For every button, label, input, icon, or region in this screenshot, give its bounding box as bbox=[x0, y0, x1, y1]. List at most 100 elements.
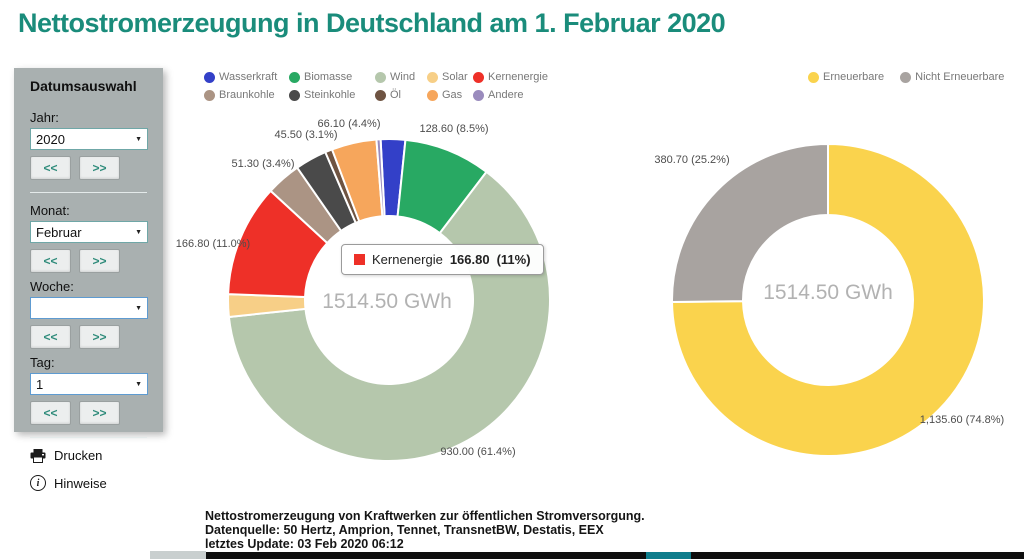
slice-label-kernenergie: 166.80 (11.0%) bbox=[175, 238, 251, 250]
slice-label-gas: 66.10 (4.4%) bbox=[317, 118, 381, 130]
footer-line-3: letztes Update: 03 Feb 2020 06:12 bbox=[205, 537, 404, 551]
month-prev-button[interactable]: << bbox=[30, 249, 71, 273]
legend-label: Wind bbox=[390, 71, 416, 83]
legend-item-steinkohle[interactable]: Steinkohle bbox=[289, 89, 375, 101]
hints-link[interactable]: i Hinweise bbox=[30, 475, 163, 491]
legend-label: Öl bbox=[390, 89, 401, 101]
chevron-down-icon: ▼ bbox=[135, 228, 142, 236]
footer-line-2: Datenquelle: 50 Hertz, Amprion, Tennet, … bbox=[205, 523, 604, 537]
legend-item-solar[interactable]: Solar bbox=[427, 71, 473, 83]
footer-line-1: Nettostromerzeugung von Kraftwerken zur … bbox=[205, 509, 645, 523]
slice-label-nicht-erneuerbare: 380.70 (25.2%) bbox=[654, 154, 730, 166]
tooltip-series-swatch bbox=[354, 254, 365, 265]
legend-dot-icon bbox=[427, 71, 438, 83]
legend-item-gas[interactable]: Gas bbox=[427, 89, 473, 101]
legend-dot-icon bbox=[204, 89, 215, 101]
donut-center-total-renewable-share: 1514.50 GWh bbox=[763, 281, 893, 304]
day-prev-button[interactable]: << bbox=[30, 401, 71, 425]
legend-item-biomasse[interactable]: Biomasse bbox=[289, 71, 375, 83]
legend-renewable-share: Erneuerbare Nicht Erneuerbare bbox=[808, 71, 1004, 83]
legend-dot-icon bbox=[473, 89, 484, 101]
year-prev-button[interactable]: << bbox=[30, 156, 71, 180]
slice-label-steinkohle: 45.50 (3.1%) bbox=[274, 129, 338, 141]
legend-dot-icon bbox=[289, 89, 300, 101]
footer-source-note: Nettostromerzeugung von Kraftwerken zur … bbox=[205, 509, 645, 551]
month-label: Monat: bbox=[30, 203, 70, 218]
print-link[interactable]: Drucken bbox=[30, 448, 163, 463]
chevron-down-icon: ▼ bbox=[135, 135, 142, 143]
chevron-down-icon: ▼ bbox=[135, 380, 142, 388]
legend-item-wind[interactable]: Wind bbox=[375, 71, 427, 83]
legend-label: Wasserkraft bbox=[219, 71, 278, 83]
week-select[interactable]: ▼ bbox=[30, 297, 148, 319]
tooltip-series-name: Kernenergie bbox=[372, 252, 443, 267]
legend-label: Kernenergie bbox=[488, 71, 548, 83]
year-stepper: << >> bbox=[30, 156, 163, 180]
legend-dot-icon bbox=[375, 89, 386, 101]
legend-label: Biomasse bbox=[304, 71, 353, 83]
week-label: Woche: bbox=[30, 279, 74, 294]
date-selection-panel: Datumsauswahl Jahr: 2020 ▼ << >> Monat: … bbox=[14, 68, 163, 491]
week-stepper: << >> bbox=[30, 325, 163, 349]
info-icon: i bbox=[30, 475, 46, 491]
divider bbox=[30, 192, 147, 193]
printer-icon bbox=[30, 448, 46, 463]
week-next-button[interactable]: >> bbox=[79, 325, 120, 349]
legend-dot-icon bbox=[375, 71, 386, 83]
chart-tooltip: Kernenergie 166.80 (11%) bbox=[341, 244, 544, 275]
divider bbox=[30, 437, 147, 438]
pie-slice-andere[interactable] bbox=[375, 138, 386, 218]
print-label: Drucken bbox=[54, 448, 103, 463]
legend-label: Nicht Erneuerbare bbox=[915, 71, 1005, 83]
legend-label: Braunkohle bbox=[219, 89, 275, 101]
slice-label-wind: 930.00 (61.4%) bbox=[440, 446, 516, 458]
year-select-value: 2020 bbox=[36, 131, 65, 147]
legend-label: Andere bbox=[488, 89, 524, 101]
day-stepper: << >> bbox=[30, 401, 163, 425]
legend-label: Gas bbox=[442, 89, 463, 101]
week-prev-button[interactable]: << bbox=[30, 325, 71, 349]
tooltip-percent: (11%) bbox=[496, 252, 531, 267]
slice-label-erneuerbare: 1,135.60 (74.8%) bbox=[919, 414, 1005, 426]
day-select-value: 1 bbox=[36, 376, 44, 392]
year-select[interactable]: 2020 ▼ bbox=[30, 128, 148, 150]
legend-dot-icon bbox=[473, 71, 484, 83]
donut-center-total-generation-by-source: 1514.50 GWh bbox=[322, 290, 452, 313]
day-label: Tag: bbox=[30, 355, 55, 370]
pie-slice-nicht-erneuerbare[interactable] bbox=[671, 143, 829, 303]
legend-dot-icon bbox=[808, 71, 819, 83]
pie-slice-erneuerbare[interactable] bbox=[671, 143, 985, 457]
legend-dot-icon bbox=[427, 89, 438, 101]
bottom-gray-strip bbox=[150, 551, 206, 559]
legend-item-braunkohle[interactable]: Braunkohle bbox=[204, 89, 289, 101]
legend-dot-icon bbox=[900, 71, 912, 83]
year-next-button[interactable]: >> bbox=[79, 156, 120, 180]
month-select[interactable]: Februar ▼ bbox=[30, 221, 148, 243]
legend-label: Solar bbox=[442, 71, 468, 83]
tooltip-value: 166.80 bbox=[449, 252, 490, 267]
hints-label: Hinweise bbox=[54, 475, 107, 491]
legend-item-wasserkraft[interactable]: Wasserkraft bbox=[204, 71, 289, 83]
legend-item-nicht-erneuerbare[interactable]: Nicht Erneuerbare bbox=[900, 71, 1004, 83]
legend-item-öl[interactable]: Öl bbox=[375, 89, 427, 101]
chevron-down-icon: ▼ bbox=[135, 304, 142, 312]
slice-label-braunkohle: 51.30 (3.4%) bbox=[231, 158, 295, 170]
legend-label: Erneuerbare bbox=[823, 71, 885, 83]
day-next-button[interactable]: >> bbox=[79, 401, 120, 425]
month-next-button[interactable]: >> bbox=[79, 249, 120, 273]
legend-dot-icon bbox=[204, 71, 215, 83]
month-select-value: Februar bbox=[36, 224, 82, 240]
month-stepper: << >> bbox=[30, 249, 163, 273]
page-title: Nettostromerzeugung in Deutschland am 1.… bbox=[18, 8, 726, 38]
slice-label-biomasse: 128.60 (8.5%) bbox=[419, 123, 489, 135]
legend-item-kernenergie[interactable]: Kernenergie bbox=[473, 71, 548, 83]
legend-item-andere[interactable]: Andere bbox=[473, 89, 548, 101]
bottom-scrollbar[interactable] bbox=[206, 552, 1024, 559]
legend-item-erneuerbare[interactable]: Erneuerbare bbox=[808, 71, 884, 83]
bottom-scrollbar-thumb[interactable] bbox=[646, 552, 691, 559]
panel-header: Datumsauswahl bbox=[30, 78, 137, 94]
legend-dot-icon bbox=[289, 71, 300, 83]
day-select[interactable]: 1 ▼ bbox=[30, 373, 148, 395]
year-label: Jahr: bbox=[30, 110, 59, 125]
